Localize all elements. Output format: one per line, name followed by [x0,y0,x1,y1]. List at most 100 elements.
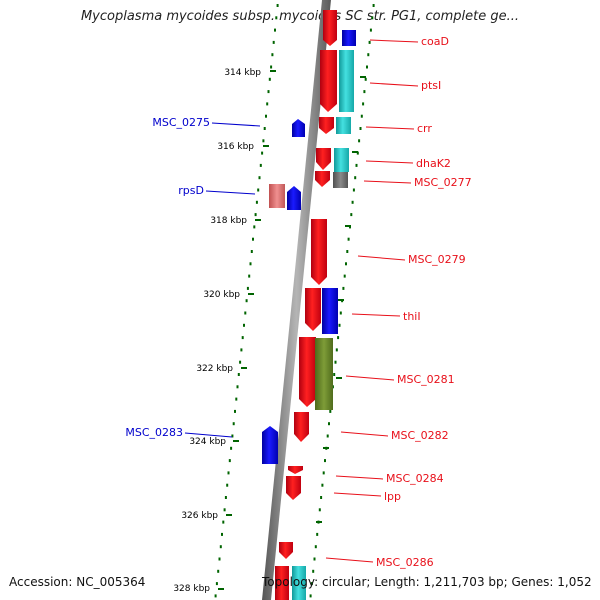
scale-track-dot [245,299,248,303]
scale-track-dot [224,496,227,499]
reverse-track-dot [337,336,340,340]
reverse-track-dot [367,53,370,57]
reverse-track-dot [335,348,338,352]
gene-MSC_0275 [292,119,305,137]
scale-track-dot [222,520,225,524]
reverse-track-dot [312,569,315,573]
scale-track-dot [219,545,222,549]
scale-track-dot [261,151,264,155]
scale-track-dot [271,53,274,57]
gene-MSC_0277-partner [333,172,348,188]
scale-tick-label: 318 kbp [210,216,247,226]
gene-MSC_0284 [288,466,303,474]
gene-rpsD-pseudo [269,184,285,208]
gene-label-rpsD: rpsD [178,184,204,197]
reverse-track-dot [310,582,313,586]
scale-track-dot [228,459,231,463]
scale-track-dot [230,446,233,450]
scale-tick-label: 320 kbp [203,290,240,300]
reverse-track-dot [313,557,316,561]
scale-track-dot [240,348,243,352]
scale-track [214,4,279,598]
reverse-track-dot [362,102,365,106]
gene-label-lpp: lpp [384,490,401,503]
gene-thiI [305,288,321,331]
scale-track-dot [214,594,217,598]
gene-crr [319,117,334,134]
gene-dhaK2 [316,148,331,170]
reverse-track-dot [318,508,321,512]
reverse-track-dot [355,163,358,167]
scale-track-dot [252,237,254,241]
gene-dhaK2-partner [334,148,349,172]
gene-label-thiI: thiI [403,310,421,323]
gene-lpp [286,476,301,500]
reverse-track-dot [347,237,350,241]
scale-track-dot [255,200,258,204]
reverse-track-dot [346,250,349,253]
gene-thiI-partner [322,288,338,334]
reverse-track-dot [321,483,324,487]
gene-ptsI-partner [339,50,354,112]
reverse-track-dot [333,373,336,376]
scale-track-dot [258,176,261,180]
gene-label-dhaK2: dhaK2 [416,157,451,170]
gene-MSC_0277 [315,171,330,187]
reverse-track-dot [363,90,366,94]
gene-label-MSC_0282: MSC_0282 [391,429,449,442]
map-title: Mycoplasma mycoides subsp. mycoides SC s… [80,9,520,24]
reverse-track-dot [351,200,354,204]
reverse-track-dot [328,422,330,426]
reverse-track-dot [329,409,332,413]
reverse-track-dot [368,40,371,44]
genome-summary: Topology: circular; Length: 1,211,703 bp… [262,575,592,589]
scale-tick-label: 324 kbp [189,437,226,447]
scale-track-dot [231,434,234,438]
gene-label-MSC_0286: MSC_0286 [376,556,434,569]
genome-backbone [262,0,331,600]
reverse-track-dot [366,65,368,69]
scale-track-dot [217,569,220,573]
reverse-track-dot [372,4,375,7]
scale-track-dot [249,262,252,266]
scale-track-dot [234,409,236,413]
reverse-track-dot [343,274,346,278]
reverse-track-dot [369,28,372,32]
scale-track-dot [237,373,240,376]
gene-MSC_0281-partner [315,338,333,410]
gene-label-MSC_0281: MSC_0281 [397,373,455,386]
scale-track-dot [236,385,239,389]
label-leaders [184,39,419,563]
reverse-track-dot [316,532,319,536]
reverse-track-dot [314,545,317,549]
gene-ptsI [320,50,337,112]
gene-rpsD [287,186,301,210]
gene-label-ptsI: ptsI [421,79,441,92]
scale-tick-label: 326 kbp [181,511,218,521]
reverse-track-dot [309,594,312,598]
scale-track-dot [232,422,235,426]
reverse-track-dot [352,188,355,192]
scale-track-dot [267,90,270,94]
reverse-track-dot [320,496,323,499]
gene-label-MSC_0283: MSC_0283 [125,426,183,439]
scale-track-dot [262,139,265,143]
scale-track-dot [223,508,226,512]
reverse-track-dot [342,286,345,290]
scale-track-dot [266,102,269,106]
gene-bottom-cyan [292,566,306,600]
scale-tick-label: 328 kbp [173,584,210,594]
reverse-track-dot [334,360,337,364]
scale-track-dot [235,397,238,401]
scale-track-dot [226,483,229,487]
scale-track-dot [227,471,230,475]
scale-track-dot [276,4,279,7]
scale-tick-label: 322 kbp [196,364,233,374]
gene-MSC_0282 [294,412,309,442]
scale-track-dot [250,250,253,253]
gene-labels: coaD ptsI MSC_0275 crr dhaK2 MSC_0277 rp… [125,35,471,569]
gene-bottom-red [275,566,289,600]
accession-label: Accession: NC_005364 [9,575,146,589]
reverse-track-dot [371,16,374,20]
scale-track-dot [215,582,218,586]
